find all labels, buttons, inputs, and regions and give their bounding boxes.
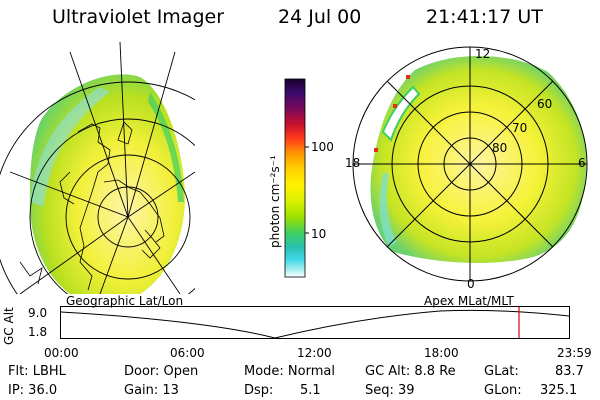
- colorbar-tick-100: 100: [311, 140, 334, 154]
- filter-info: Flt: LBHL: [8, 364, 66, 379]
- right-projection-label: Apex MLat/MLT: [424, 294, 514, 308]
- glat-value: 83.7: [555, 364, 584, 379]
- dsp-label: Dsp:: [244, 383, 274, 398]
- mlat-label-70: 70: [512, 121, 528, 135]
- door-info: Door: Open: [124, 364, 199, 379]
- altitude-x-tick-3: 18:00: [424, 346, 459, 360]
- gc-alt-info: GC Alt: 8.8 Re: [365, 364, 456, 379]
- geographic-auroral-image: [0, 41, 195, 294]
- auroral-oval-right: [370, 55, 587, 264]
- observation-time: 21:41:17 UT: [426, 6, 543, 28]
- magnetic-auroral-image: [352, 46, 588, 282]
- observation-date: 24 Jul 00: [278, 6, 362, 28]
- dsp-value: 5.1: [300, 383, 321, 398]
- mlt-label-6: 6: [578, 156, 586, 170]
- altitude-plot: [60, 306, 570, 339]
- instrument-title: Ultraviolet Imager: [52, 6, 225, 28]
- ip-info: IP: 36.0: [8, 383, 58, 398]
- mlat-label-80: 80: [492, 141, 508, 155]
- colorbar-tick-10: 10: [311, 227, 327, 241]
- colorbar-unit-label: photon cm⁻²s⁻¹: [268, 155, 282, 248]
- altitude-x-tick-4: 23:59: [557, 346, 592, 360]
- altitude-y-top: 9.0: [28, 306, 48, 320]
- mlt-label-18: 18: [345, 156, 361, 170]
- glon-label: GLon:: [484, 383, 522, 398]
- mlt-label-0: 0: [467, 277, 475, 291]
- altitude-x-tick-0: 00:00: [44, 346, 79, 360]
- mlat-label-60: 60: [537, 97, 553, 111]
- altitude-x-tick-1: 06:00: [170, 346, 205, 360]
- altitude-axis-label: GC Alt: [2, 307, 16, 345]
- left-projection-label: Geographic Lat/Lon: [66, 294, 184, 308]
- gain-info: Gain: 13: [124, 383, 179, 398]
- altitude-y-bottom: 1.8: [28, 325, 48, 339]
- seq-info: Seq: 39: [365, 383, 415, 398]
- glat-label: GLat:: [484, 364, 519, 379]
- auroral-oval-left: [29, 74, 186, 294]
- mode-info: Mode: Normal: [244, 364, 335, 379]
- glon-value: 325.1: [540, 383, 578, 398]
- intensity-colorbar: [284, 78, 309, 278]
- mlt-label-12: 12: [475, 47, 491, 61]
- altitude-x-tick-2: 12:00: [297, 346, 332, 360]
